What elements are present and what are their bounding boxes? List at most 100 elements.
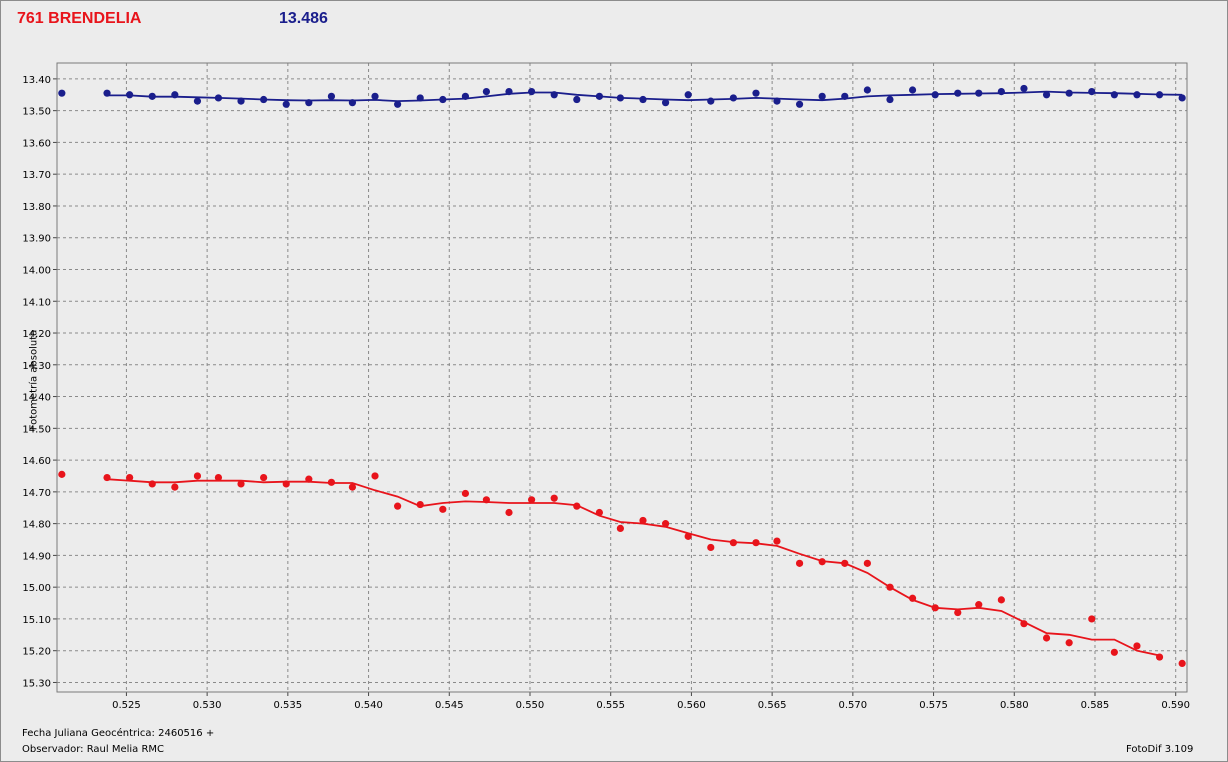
data-point-series-0 [394, 100, 402, 108]
x-tick-label: 0.525 [112, 700, 141, 711]
data-point-series-0 [661, 99, 670, 107]
data-point-series-0 [1178, 94, 1186, 102]
x-tick-label: 0.575 [919, 700, 948, 711]
data-point-series-1 [171, 483, 179, 491]
magnitude-value: 13.486 [279, 10, 328, 27]
y-axis-label: Fotometría absoluta [28, 329, 40, 431]
data-point-series-1 [305, 475, 313, 483]
axes: 13.40 13.50 13.60 13.70 13.80 13.90 14.00 14.10… [22, 75, 1190, 711]
data-points [58, 84, 1186, 668]
y-tick-label: 14.00 [22, 265, 51, 276]
data-point-series-0 [1110, 91, 1118, 99]
data-point-series-0 [260, 95, 268, 104]
data-point-series-0 [550, 91, 558, 99]
data-point-series-1 [1133, 642, 1141, 650]
y-tick-label: 14.40 [22, 393, 51, 404]
data-point-series-0 [282, 100, 290, 108]
data-point-series-0 [1065, 89, 1073, 97]
data-point-series-0 [416, 94, 424, 102]
data-point-series-1 [954, 608, 962, 617]
data-point-series-0 [482, 87, 490, 96]
plot-area [57, 63, 1187, 692]
data-point-series-0 [305, 99, 313, 107]
data-point-series-1 [795, 559, 804, 567]
x-tick-label: 0.545 [435, 700, 464, 711]
y-tick-label: 15.10 [22, 615, 51, 626]
data-point-series-1 [58, 470, 66, 478]
data-point-series-0 [371, 92, 379, 100]
y-tick-label: 13.50 [22, 107, 51, 118]
data-point-series-0 [348, 99, 357, 107]
data-point-series-0 [863, 86, 871, 94]
data-point-series-0 [193, 97, 202, 105]
data-point-series-0 [103, 89, 111, 97]
x-tick-label: 0.570 [839, 700, 868, 711]
data-point-series-1 [482, 496, 490, 504]
y-tick-label: 14.70 [22, 488, 51, 499]
data-point-series-1 [126, 473, 134, 482]
y-tick-label: 13.60 [22, 138, 51, 149]
data-point-series-1 [773, 537, 781, 545]
y-tick-label: 14.30 [22, 361, 51, 372]
data-point-series-1 [661, 520, 670, 528]
data-point-series-0 [126, 91, 134, 99]
data-point-series-0 [237, 97, 245, 105]
data-point-series-1 [260, 473, 268, 482]
data-point-series-1 [237, 480, 245, 488]
data-point-series-0 [1155, 91, 1164, 99]
x-tick-label: 0.550 [516, 700, 545, 711]
data-point-series-0 [975, 89, 983, 97]
data-point-series-0 [214, 94, 223, 102]
data-point-series-0 [773, 97, 781, 105]
data-point-series-1 [908, 594, 917, 602]
data-point-series-0 [171, 91, 179, 99]
data-point-series-0 [505, 87, 513, 96]
data-point-series-1 [148, 480, 156, 488]
data-point-series-1 [616, 524, 624, 532]
x-tick-label: 0.540 [354, 700, 383, 711]
data-point-series-1 [975, 601, 983, 609]
data-point-series-1 [595, 508, 604, 517]
y-tick-label: 13.70 [22, 170, 51, 181]
data-point-series-1 [1110, 648, 1118, 656]
data-point-series-1 [931, 604, 939, 612]
data-point-series-1 [1042, 634, 1051, 642]
data-point-series-0 [616, 94, 624, 102]
data-point-series-0 [1020, 84, 1028, 93]
y-tick-label: 14.10 [22, 297, 51, 308]
data-point-series-1 [684, 532, 692, 540]
data-point-series-1 [394, 502, 402, 510]
data-point-series-0 [954, 89, 962, 97]
data-point-series-0 [528, 87, 536, 96]
data-point-series-0 [1042, 91, 1051, 99]
data-point-series-1 [841, 559, 849, 567]
x-tick-label: 0.530 [193, 700, 222, 711]
data-point-series-1 [550, 494, 558, 502]
data-point-series-1 [327, 478, 336, 486]
data-point-series-1 [1178, 659, 1186, 668]
y-tick-label: 13.80 [22, 202, 51, 213]
y-tick-label: 15.00 [22, 583, 51, 594]
data-point-series-1 [729, 539, 737, 547]
data-point-series-0 [439, 95, 447, 104]
y-tick-label: 15.20 [22, 647, 51, 658]
data-point-series-1 [282, 480, 290, 488]
data-point-series-1 [214, 473, 223, 482]
data-point-series-0 [931, 91, 939, 99]
y-tick-label: 13.40 [22, 75, 51, 86]
x-tick-label: 0.560 [677, 700, 706, 711]
y-tick-label: 15.30 [22, 678, 51, 689]
software-label: FotoDif 3.109 [1126, 744, 1194, 755]
data-point-series-1 [707, 543, 715, 552]
data-point-series-1 [1155, 653, 1164, 661]
data-point-series-1 [1065, 639, 1073, 647]
data-point-series-0 [1133, 91, 1141, 99]
data-point-series-0 [997, 87, 1005, 96]
observer-label: Observador: Raul Melia RMC [22, 744, 165, 755]
data-point-series-0 [707, 97, 715, 105]
data-point-series-1 [818, 558, 826, 566]
data-point-series-1 [1088, 615, 1096, 623]
object-name: 761 BRENDELIA [17, 10, 142, 27]
x-tick-label: 0.535 [274, 700, 303, 711]
data-point-series-1 [752, 539, 760, 547]
